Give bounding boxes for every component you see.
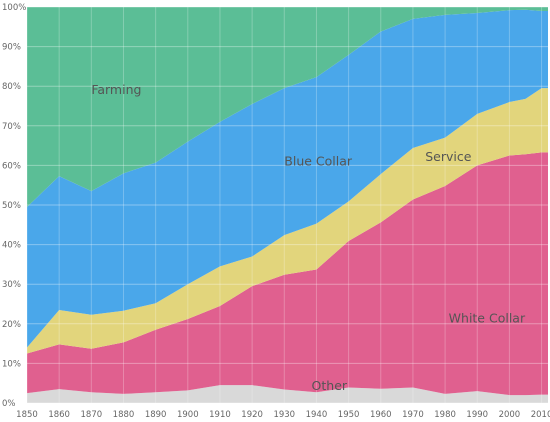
x-tick-label: 1920 (241, 410, 263, 420)
y-tick-label: 30% (2, 280, 21, 290)
x-tick-label: 1950 (338, 410, 360, 420)
y-tick-label: 70% (2, 122, 21, 132)
x-tick-label: 1850 (16, 410, 38, 420)
y-tick-label: 0% (2, 399, 16, 409)
x-tick-label: 2010 (531, 410, 550, 420)
x-axis: 1850 1860 1870 1880 1890 1900 1910 1920 1930 1940… (16, 410, 550, 420)
x-tick-label: 1910 (209, 410, 231, 420)
series-label-other: Other (312, 378, 348, 393)
y-tick-label: 40% (2, 241, 21, 251)
y-tick-label: 80% (2, 82, 21, 92)
x-tick-label: 1990 (466, 410, 488, 420)
area-farming (27, 7, 548, 207)
series-label-white-collar: White Collar (449, 311, 526, 326)
x-tick-label: 1880 (113, 410, 135, 420)
x-tick-label: 1930 (273, 410, 295, 420)
y-axis: 0% 10% 20% 30% 40% 50% 60% 70% 80% 90% 100% (2, 3, 26, 409)
y-tick-label: 90% (2, 43, 21, 53)
y-tick-label: 100% (2, 3, 26, 13)
area-blue-collar (27, 9, 548, 348)
x-tick-label: 1960 (370, 410, 392, 420)
area-other (27, 385, 548, 403)
x-tick-label: 1860 (48, 410, 70, 420)
x-tick-label: 1900 (177, 410, 199, 420)
series-label-service: Service (425, 149, 472, 164)
x-tick-label: 1940 (306, 410, 328, 420)
y-tick-label: 50% (2, 201, 21, 211)
series-labels-layer: Other White Collar Service Blue Collar Farmi… (91, 82, 526, 393)
x-tick-label: 2000 (499, 410, 521, 420)
y-tick-label: 60% (2, 161, 21, 171)
y-tick-label: 20% (2, 320, 21, 330)
x-tick-label: 1970 (402, 410, 424, 420)
series-label-blue-collar: Blue Collar (284, 154, 353, 169)
grid-layer (26, 6, 548, 404)
x-tick-label: 1870 (81, 410, 103, 420)
areas-layer (27, 7, 548, 403)
x-tick-label: 1980 (434, 410, 456, 420)
area-white-collar (27, 152, 548, 396)
y-tick-label: 10% (2, 359, 21, 369)
area-service (27, 88, 548, 354)
x-tick-label: 1890 (145, 410, 167, 420)
series-label-farming: Farming (91, 82, 141, 97)
